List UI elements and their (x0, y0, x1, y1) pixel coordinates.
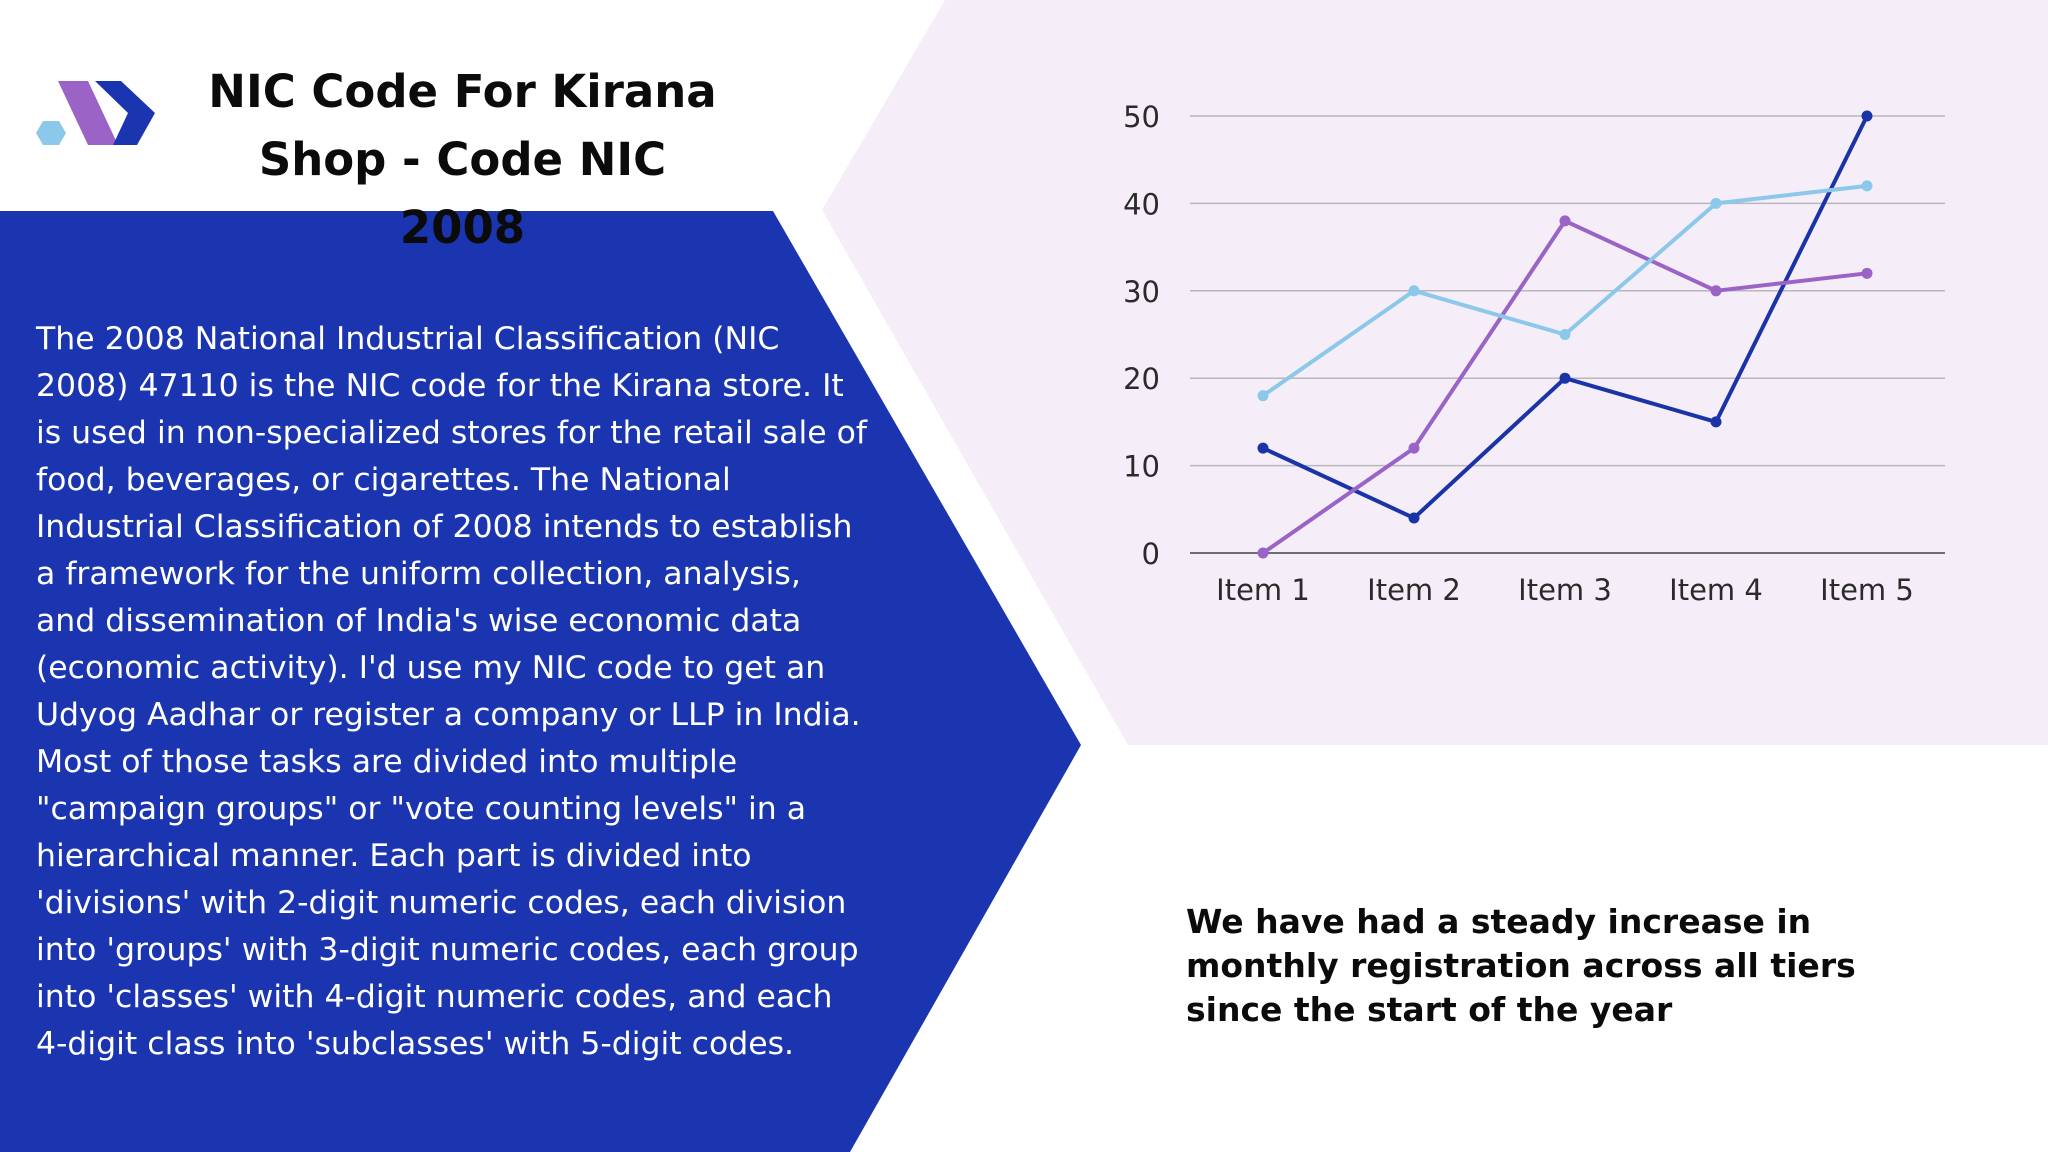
chart-caption: We have had a steady increase in monthly… (1186, 902, 1856, 1029)
x-tick-label: Item 4 (1669, 573, 1763, 607)
y-tick-label: 40 (1123, 187, 1160, 221)
logo-light-blue-hexagon (36, 121, 66, 145)
series-line-1 (1261, 114, 1869, 521)
data-point (1710, 197, 1722, 209)
data-point (1257, 442, 1269, 454)
chart-gridlines (1190, 115, 1945, 554)
logo-blue-shape (95, 81, 155, 145)
page-title: NIC Code For Kirana Shop - Code NIC 2008 (208, 65, 717, 254)
data-point (1861, 110, 1873, 122)
body-paragraph: The 2008 National Industrial Classificat… (36, 321, 867, 1062)
x-tick-label: Item 3 (1518, 573, 1612, 607)
blue-text-panel (0, 211, 1081, 1152)
x-tick-label: Item 5 (1820, 573, 1914, 607)
y-tick-label: 20 (1123, 362, 1160, 396)
y-tick-label: 10 (1123, 450, 1160, 484)
data-point (1559, 215, 1571, 227)
data-point (1559, 329, 1571, 340)
y-tick-label: 50 (1123, 100, 1160, 134)
data-point (1257, 390, 1269, 402)
data-point (1257, 547, 1269, 559)
data-point (1408, 285, 1420, 297)
hexagon-logo-icon (36, 81, 155, 145)
logo-purple-shape (58, 81, 118, 145)
data-point (1710, 285, 1722, 297)
y-tick-label: 30 (1123, 275, 1160, 309)
chart-axes: 0 10 20 30 40 50 Item 1 Item 2 Item 3 Item 4 Item … (1123, 100, 1914, 607)
data-point (1408, 512, 1420, 524)
data-point (1861, 180, 1873, 192)
data-point (1559, 372, 1571, 384)
data-point (1710, 416, 1722, 428)
data-point (1861, 267, 1873, 279)
chart-background-panel (822, 0, 2048, 745)
x-tick-label: Item 2 (1367, 573, 1461, 607)
chart-series (1257, 110, 1873, 559)
data-point (1408, 442, 1420, 454)
x-tick-label: Item 1 (1216, 573, 1310, 607)
series-line-2 (1261, 218, 1869, 555)
y-tick-label: 0 (1142, 537, 1160, 571)
